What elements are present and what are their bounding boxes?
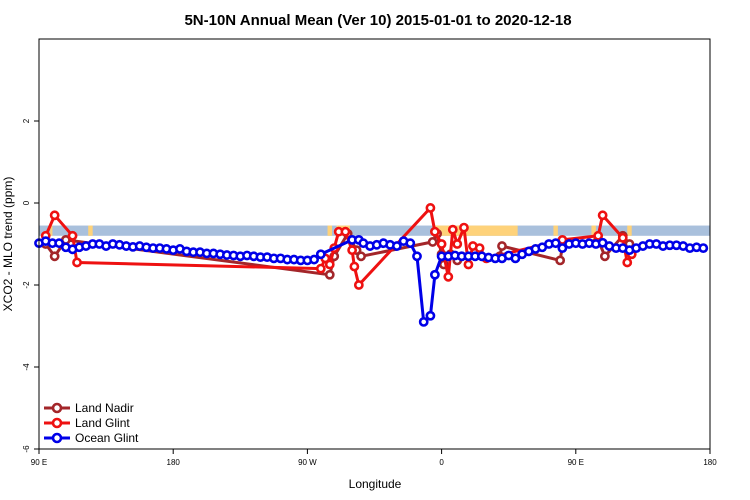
- land-glint-point: [436, 239, 447, 249]
- ocean-glint-point: [412, 251, 422, 262]
- land-glint-point: [593, 230, 604, 241]
- land-glint-point: [349, 261, 360, 272]
- land-band-segment: [627, 225, 632, 236]
- x-tick-label: 90 W: [298, 458, 317, 467]
- x-tick-label: 0: [439, 458, 444, 467]
- land-nadir-point: [497, 241, 507, 251]
- ocean-glint-point: [429, 269, 440, 280]
- plot-frame: [38, 38, 711, 450]
- ocean-glint-point: [309, 254, 320, 265]
- legend-label: Ocean Glint: [75, 431, 139, 445]
- land-glint-point: [324, 259, 335, 270]
- land-band-segment: [88, 225, 93, 236]
- ocean-glint-point: [405, 238, 416, 249]
- land-glint-point: [347, 245, 358, 256]
- land-nadir-point: [599, 251, 610, 262]
- y-tick-label: -4: [22, 363, 31, 371]
- land-glint-point: [315, 263, 326, 274]
- ocean-glint-point: [425, 310, 436, 321]
- surface-band: [39, 225, 710, 236]
- ocean-band: [39, 225, 710, 236]
- land-band-segment: [50, 225, 53, 236]
- legend-item-land-nadir: Land Nadir: [44, 401, 134, 415]
- land-band-segment: [327, 225, 333, 236]
- land-nadir-point: [324, 269, 335, 280]
- land-glint-point: [459, 222, 469, 233]
- x-tick-label: 180: [703, 458, 717, 467]
- land-glint-point: [67, 230, 78, 241]
- y-tick-label: 2: [22, 118, 31, 123]
- ocean-glint-point: [418, 316, 429, 327]
- land-band-segment: [591, 225, 596, 236]
- land-glint-point: [622, 257, 633, 268]
- series-layer: [34, 203, 709, 327]
- land-glint-point: [340, 226, 351, 237]
- x-axis-label: Longitude: [349, 477, 402, 491]
- x-tick-label: 90 E: [31, 458, 47, 467]
- land-nadir-point: [555, 255, 566, 266]
- y-tick-label: -6: [22, 445, 31, 453]
- y-tick-label: 0: [22, 200, 31, 205]
- land-band-segment: [553, 225, 558, 236]
- land-glint-point: [72, 257, 82, 268]
- land-glint-point: [463, 259, 474, 270]
- ocean-glint-point: [550, 238, 561, 249]
- y-axis: -6 -4 -2 0 2: [22, 118, 39, 453]
- legend-item-land-glint: Land Glint: [44, 416, 130, 430]
- legend-swatch-point: [51, 432, 63, 444]
- chart-title: 5N-10N Annual Mean (Ver 10) 2015-01-01 t…: [184, 12, 571, 29]
- x-tick-label: 180: [167, 458, 181, 467]
- land-glint-point: [49, 210, 60, 221]
- legend-label: Land Glint: [75, 416, 130, 430]
- land-glint-point: [447, 224, 458, 235]
- ocean-glint-point: [391, 241, 402, 251]
- series-land-glint: [40, 203, 637, 290]
- legend-item-ocean-glint: Ocean Glint: [44, 431, 139, 445]
- land-glint-point: [429, 226, 440, 237]
- land-glint-point: [474, 243, 485, 253]
- ocean-glint-point: [557, 243, 568, 253]
- y-axis-label: XCO2 - MLO trend (ppm): [1, 177, 15, 312]
- land-nadir-point: [427, 237, 438, 247]
- land-glint-point: [597, 210, 608, 221]
- ocean-glint-point: [315, 249, 326, 260]
- legend-label: Land Nadir: [75, 401, 134, 415]
- land-band-segment: [432, 225, 518, 236]
- x-tick-label: 90 E: [568, 458, 584, 467]
- ocean-glint-point: [698, 243, 709, 253]
- land-nadir-point: [356, 251, 366, 262]
- land-glint-point: [617, 232, 628, 243]
- legend-swatch-point: [51, 402, 63, 414]
- land-glint-point: [425, 203, 436, 213]
- x-axis: 90 E 180 90 W 0 90 E 180: [31, 449, 717, 467]
- ocean-glint-point: [510, 253, 521, 264]
- land-nadir-point: [49, 251, 60, 262]
- ocean-glint-point: [54, 238, 65, 249]
- land-glint-point: [353, 280, 364, 290]
- legend-swatch-point: [51, 417, 63, 429]
- land-glint-point: [452, 239, 463, 249]
- land-glint-point: [443, 271, 454, 282]
- y-tick-label: -2: [22, 281, 31, 289]
- series-ocean-glint: [34, 234, 709, 327]
